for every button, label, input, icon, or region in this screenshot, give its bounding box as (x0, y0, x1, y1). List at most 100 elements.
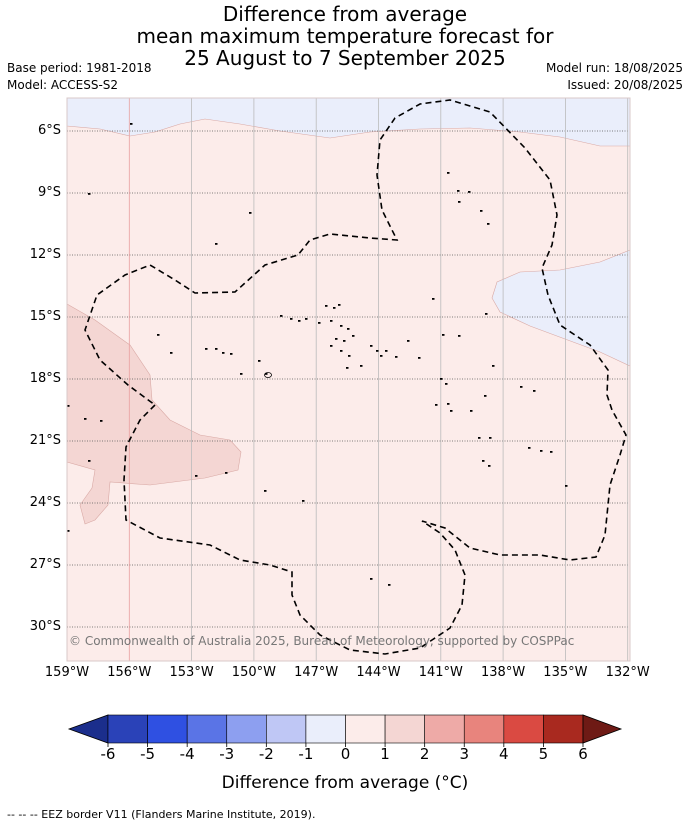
lon-label: 153°W (169, 665, 214, 680)
island (325, 305, 328, 307)
colorbar-tick-label: 4 (499, 745, 509, 763)
island (485, 313, 488, 315)
colorbar-tick-label: -4 (179, 745, 195, 763)
island (340, 350, 343, 352)
colorbar-tick-label: -3 (219, 745, 235, 763)
islands (67, 123, 568, 586)
island (302, 500, 305, 502)
colorbar-title: Difference from average (°C) (221, 773, 469, 793)
lon-label: 156°W (107, 665, 152, 680)
colorbar-extend-low (67, 714, 109, 744)
colorbar-segment (226, 714, 267, 744)
island (330, 345, 333, 347)
island (230, 353, 233, 355)
lat-label: 27°S (29, 557, 61, 572)
colorbar-segment (543, 714, 584, 744)
island (407, 340, 410, 342)
island (347, 328, 350, 330)
island (88, 193, 91, 195)
colorbar-tick-label: 5 (538, 745, 549, 763)
warm-anomaly-region-west (66, 303, 242, 525)
island (249, 212, 252, 214)
island (215, 243, 218, 245)
island (305, 318, 308, 320)
lat-label: 24°S (29, 495, 61, 510)
lon-label: 141°W (418, 665, 463, 680)
island (335, 338, 338, 340)
colorbar-segment (147, 714, 188, 744)
island (445, 383, 448, 385)
island (352, 335, 355, 337)
colorbar-segment (345, 714, 386, 744)
lon-label: 135°W (543, 665, 588, 680)
lat-label: 21°S (29, 433, 61, 448)
island (540, 450, 543, 452)
island (458, 201, 461, 203)
map-frame (66, 97, 631, 662)
colorbar-tick-label: -6 (100, 745, 116, 763)
island (170, 352, 173, 354)
lat-label: 12°S (29, 247, 61, 262)
lon-label: 132°W (605, 665, 650, 680)
lon-label: 144°W (356, 665, 401, 680)
island (157, 334, 160, 336)
base-period: Base period: 1981-2018 (7, 61, 152, 75)
island (348, 355, 351, 357)
island (265, 373, 268, 375)
island (450, 410, 453, 412)
colorbar-tick-label: 0 (340, 745, 351, 763)
lat-label: 30°S (29, 619, 61, 634)
island (482, 460, 485, 462)
cool-anomaly-region-north (66, 97, 631, 147)
island (195, 475, 198, 477)
island (346, 367, 349, 369)
cool-anomaly-region-east (491, 249, 631, 367)
island (478, 437, 481, 439)
colorbar-extend-high (582, 714, 623, 744)
island (388, 584, 391, 586)
island (298, 320, 301, 322)
island (360, 365, 363, 367)
colorbar-tick-label: -5 (140, 745, 156, 763)
island (470, 410, 473, 412)
lon-label: 159°W (44, 665, 90, 680)
island (489, 437, 492, 439)
island (290, 318, 293, 320)
island (487, 223, 490, 225)
lon-label: 138°W (481, 665, 526, 680)
island (370, 345, 373, 347)
island (225, 472, 228, 474)
island (418, 357, 421, 359)
lat-label: 6°S (37, 123, 61, 138)
colorbar-segment (107, 714, 148, 744)
map-base-area (67, 98, 630, 661)
title-line-2: mean maximum temperature forecast for (136, 24, 554, 48)
lon-label: 147°W (294, 665, 339, 680)
lat-label: 18°S (29, 371, 61, 386)
island (457, 190, 460, 192)
island (343, 340, 346, 342)
colorbar-tick-label: 2 (419, 745, 430, 763)
colorbar-tick-label: -2 (258, 745, 274, 763)
island (130, 123, 133, 125)
island (468, 191, 471, 193)
island (84, 418, 87, 420)
island (338, 304, 341, 306)
island (380, 355, 383, 357)
colorbar (67, 714, 623, 747)
island (88, 460, 91, 462)
island (222, 352, 225, 354)
island (435, 404, 438, 406)
colorbar-tick-label: 1 (380, 745, 390, 763)
island (376, 350, 379, 352)
island (215, 348, 218, 350)
island (440, 378, 443, 380)
island (458, 335, 461, 337)
island (488, 465, 491, 467)
eez-border (84, 99, 627, 655)
island (67, 530, 70, 532)
model-name: Model: ACCESS-S2 (7, 78, 119, 92)
colorbar-tick-label: -1 (298, 745, 314, 763)
island (333, 307, 336, 309)
colorbar-tick-label: 6 (578, 745, 588, 763)
